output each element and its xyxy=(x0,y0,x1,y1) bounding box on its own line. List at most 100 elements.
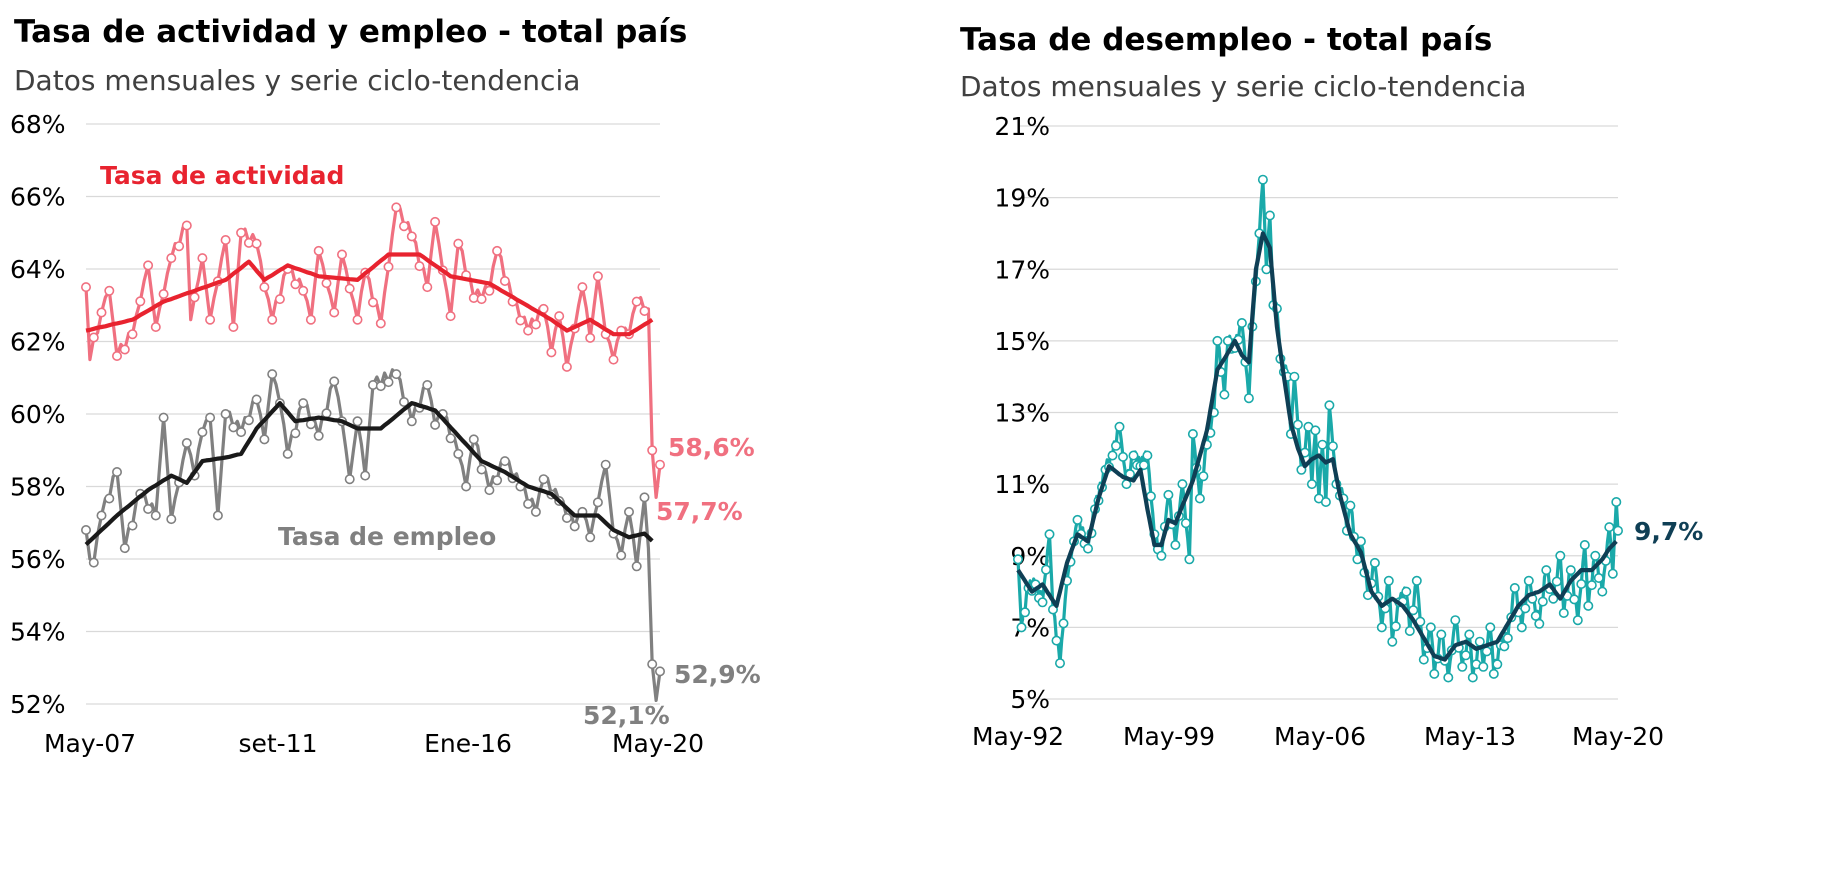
left-series-1-monthly-point xyxy=(569,521,580,532)
right-series-0-monthly-point xyxy=(1040,564,1051,575)
left-series-0-monthly-point xyxy=(414,261,425,272)
left-series-1-monthly-point xyxy=(600,459,611,470)
left-series-0-monthly-point xyxy=(430,216,441,227)
right-series-0-monthly-point xyxy=(1478,661,1489,672)
right-series-0-monthly-point xyxy=(1572,615,1583,626)
left-x-tick-label: Ene-16 xyxy=(424,729,512,758)
left-series-1-monthly-point xyxy=(220,408,231,419)
right-series-0-monthly-point xyxy=(1345,500,1356,511)
left-series-0-monthly-point xyxy=(259,282,270,293)
left-series-1-monthly-point xyxy=(104,493,115,504)
right-series-0-monthly-point xyxy=(1058,618,1069,629)
right-series-0-monthly-point xyxy=(1212,335,1223,346)
left-series-0-monthly-point xyxy=(654,459,665,470)
left-series-1-monthly-point xyxy=(445,433,456,444)
left-series-1-monthly-point xyxy=(422,379,433,390)
left-series-1-monthly-point xyxy=(321,408,332,419)
right-series-0-monthly-point xyxy=(1222,335,1233,346)
right-series-0-monthly-point xyxy=(1243,393,1254,404)
right-series-0-monthly-point xyxy=(1485,622,1496,633)
right-series-0-monthly-point xyxy=(1156,550,1167,561)
left-series-1-monthly-point xyxy=(181,437,192,448)
right-series-0-monthly-point xyxy=(1257,174,1268,185)
left-series-0-monthly-point xyxy=(453,238,464,249)
right-y-tick-label: 13% xyxy=(994,399,1050,428)
left-series-0-monthly-point xyxy=(422,282,433,293)
left-series-1-monthly-point xyxy=(623,506,634,517)
right-series-0-monthly-point xyxy=(1516,622,1527,633)
left-series-1-monthly-point xyxy=(298,398,309,409)
left-chart-title: Tasa de actividad y empleo - total país xyxy=(14,14,688,50)
left-series-0-monthly-point xyxy=(344,283,355,294)
right-series-0-monthly-point xyxy=(1579,539,1590,550)
left-series-0-monthly-point xyxy=(88,332,99,343)
right-series-0-monthly-point xyxy=(1383,575,1394,586)
right-x-tick-label: May-06 xyxy=(1274,722,1366,751)
right-y-tick-label: 7% xyxy=(1010,613,1050,642)
left-end-label-empleo: 52,9% xyxy=(674,660,761,689)
right-series-0-monthly-point xyxy=(1264,210,1275,221)
left-series-0-monthly-point xyxy=(383,261,394,272)
right-series-0-monthly-point xyxy=(1019,607,1030,618)
right-series-0-monthly-point xyxy=(1376,622,1387,633)
right-series-0-monthly-point xyxy=(1163,489,1174,500)
left-series-0-monthly-point xyxy=(189,292,200,303)
left-series-1-monthly-point xyxy=(530,506,541,517)
right-series-0-monthly-point xyxy=(1317,439,1328,450)
left-series-0-monthly-point xyxy=(166,253,177,264)
left-series-0-monthly-point xyxy=(81,282,92,293)
left-series-1-monthly-point xyxy=(81,524,92,535)
right-series-0-monthly-point xyxy=(1418,654,1429,665)
right-series-0-monthly-point xyxy=(1320,496,1331,507)
right-series-0-monthly-point xyxy=(1464,629,1475,640)
left-series-0-monthly-point xyxy=(143,260,154,271)
left-series-1-monthly-point xyxy=(647,659,658,670)
right-series-0-monthly-point xyxy=(1604,522,1615,533)
right-series-0-monthly-point xyxy=(1390,621,1401,632)
left-label-actividad-2: 57,7% xyxy=(656,497,743,526)
right-series-0-monthly-point xyxy=(1142,450,1153,461)
left-y-tick-label: 68% xyxy=(10,110,66,139)
left-series-1-monthly-point xyxy=(383,377,394,388)
left-series-0-monthly-point xyxy=(267,314,278,325)
left-series-1-monthly-point xyxy=(585,532,596,543)
right-series-0-monthly-point xyxy=(1401,586,1412,597)
left-series-0-monthly-point xyxy=(236,227,247,238)
left-series-1-monthly-point xyxy=(639,492,650,503)
right-series-0-monthly-point xyxy=(1012,554,1023,565)
right-series-0-monthly-point xyxy=(1499,641,1510,652)
right-series-0-monthly-point xyxy=(1590,550,1601,561)
right-series-0-monthly-point xyxy=(1443,672,1454,683)
right-series-0-monthly-point xyxy=(1037,597,1048,608)
left-series-0-monthly-point xyxy=(158,288,169,299)
right-chart-panel: Tasa de desempleo - total país Datos men… xyxy=(940,0,1830,887)
left-series-0-monthly-point xyxy=(228,321,239,332)
right-x-tick-label: May-20 xyxy=(1572,722,1664,751)
left-series-0-monthly-point xyxy=(104,285,115,296)
left-series-0-monthly-point xyxy=(352,314,363,325)
left-series-1-monthly-point xyxy=(492,475,503,486)
right-series-0-monthly-point xyxy=(1198,471,1209,482)
left-series-0-monthly-point xyxy=(112,350,123,361)
right-x-tick-label: May-92 xyxy=(972,722,1064,751)
left-series-0-monthly-point xyxy=(398,221,409,232)
left-series-1-monthly-point xyxy=(150,510,161,521)
left-y-tick-label: 66% xyxy=(10,183,66,212)
left-series-1-monthly-point xyxy=(391,369,402,380)
right-series-0-monthly-point xyxy=(1481,646,1492,657)
right-chart-title: Tasa de desempleo - total país xyxy=(960,22,1493,58)
left-series-1-monthly-point xyxy=(212,510,223,521)
left-series-1-monthly-point xyxy=(282,448,293,459)
right-series-0-monthly-point xyxy=(1583,600,1594,611)
left-y-tick-label: 60% xyxy=(10,400,66,429)
right-series-0-monthly-point xyxy=(1534,618,1545,629)
left-series-0-monthly-point xyxy=(608,354,619,365)
left-series-0-monthly-point xyxy=(445,311,456,322)
left-chart-subtitle: Datos mensuales y serie ciclo-tendencia xyxy=(14,64,581,97)
right-series-0-monthly-point xyxy=(1411,575,1422,586)
right-series-0-monthly-point xyxy=(1555,550,1566,561)
left-series-0-monthly-point xyxy=(406,231,417,242)
left-series-0-monthly-point xyxy=(298,285,309,296)
right-series-0-monthly-point xyxy=(1117,451,1128,462)
right-series-0-monthly-point xyxy=(1261,264,1272,275)
